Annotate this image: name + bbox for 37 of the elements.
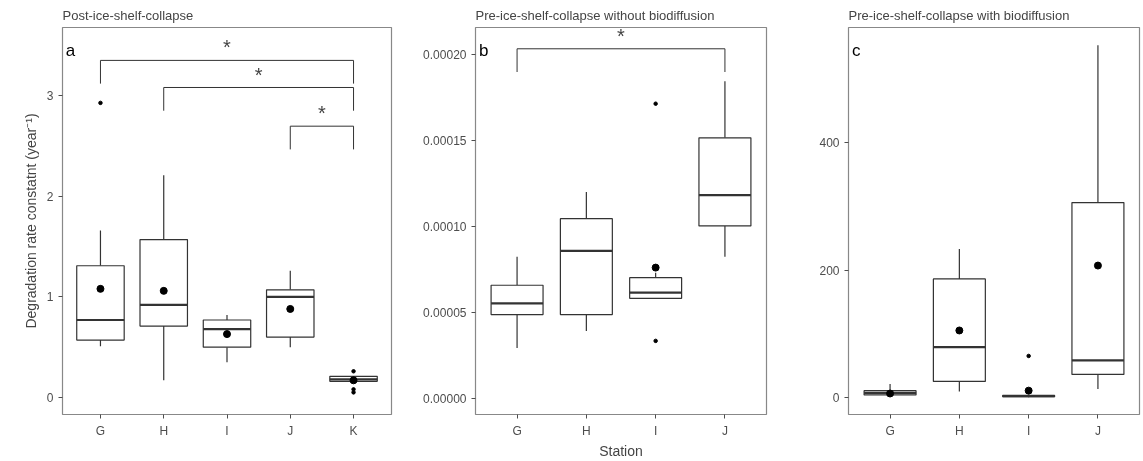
x-tick-label: G <box>885 423 895 438</box>
annotation: * <box>223 36 232 59</box>
x-tick-label: H <box>955 423 964 438</box>
annotation: b <box>478 41 489 61</box>
y-tick-label: 0.00020 <box>423 48 467 63</box>
chart-title: Post-ice-shelf-collapse <box>62 7 194 23</box>
x-tick-label: I <box>653 423 658 438</box>
annotation: * <box>254 63 263 86</box>
x-axis-title: Station <box>599 442 643 459</box>
annotation: * <box>318 102 327 125</box>
x-tick-label: J <box>721 423 728 438</box>
y-tick-label: 3 <box>46 89 54 104</box>
x-tick-label: G <box>512 423 522 438</box>
y-tick-label: 0 <box>832 390 840 405</box>
y-tick-label: 0 <box>46 390 54 405</box>
x-tick-label: K <box>349 423 358 438</box>
annotation: a <box>65 41 76 61</box>
x-tick-label: J <box>1094 423 1101 438</box>
x-tick-label: J <box>287 423 294 438</box>
x-tick-label: I <box>1026 423 1031 438</box>
x-tick-label: H <box>582 423 591 438</box>
y-tick-label: 0.00010 <box>423 220 467 235</box>
y-tick-label: 200 <box>819 263 840 278</box>
y-tick-label: 0.00005 <box>423 305 467 320</box>
annotation: c <box>851 41 861 61</box>
annotation: * <box>617 24 626 47</box>
y-tick-label: 0.00000 <box>423 391 467 406</box>
x-tick-label: H <box>159 423 169 438</box>
y-axis-title: Degradation rate constatnt (year⁻¹) <box>22 113 39 329</box>
y-tick-label: 1 <box>46 290 54 305</box>
y-tick-label: 400 <box>819 136 840 151</box>
x-tick-label: I <box>225 423 229 438</box>
y-tick-label: 2 <box>46 189 54 204</box>
y-tick-label: 0.00015 <box>423 134 467 149</box>
chart-title: Pre-ice-shelf-collapse without biodiffusion <box>475 7 715 23</box>
x-tick-label: G <box>95 423 106 438</box>
chart-title: Pre-ice-shelf-collapse with biodiffusion <box>848 7 1070 23</box>
